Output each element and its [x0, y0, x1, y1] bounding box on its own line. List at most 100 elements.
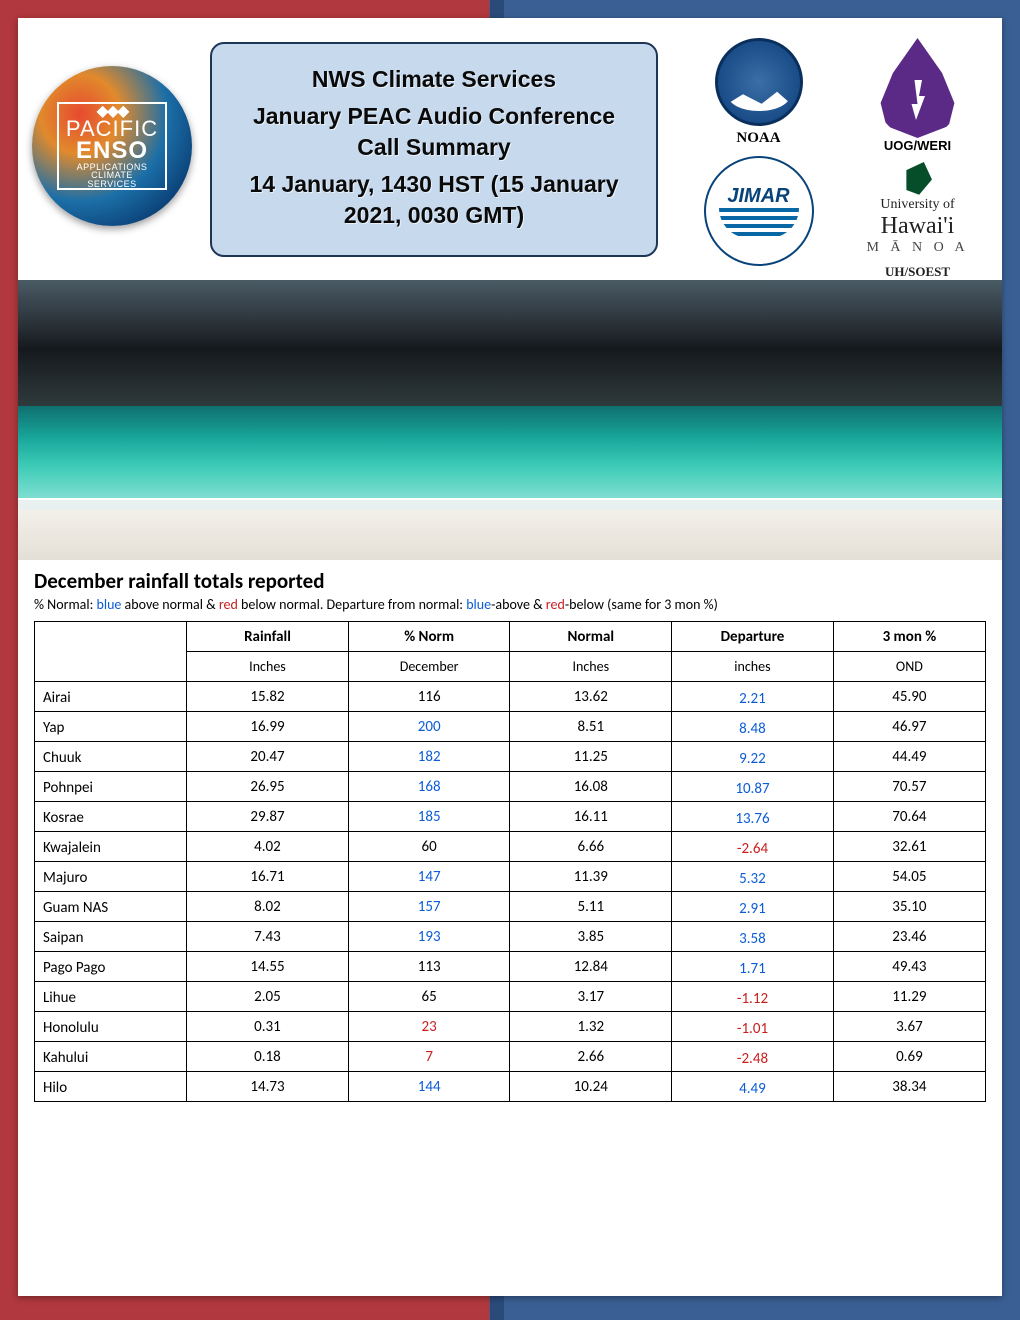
cell-station: Pohnpei	[35, 772, 187, 802]
table-row: Pago Pago14.5511312.841.7149.43	[35, 952, 986, 982]
cell-station: Honolulu	[35, 1012, 187, 1042]
cell-rainfall: 0.18	[187, 1042, 349, 1072]
cell-station: Yap	[35, 712, 187, 742]
cell-pctnorm: 147	[348, 862, 510, 892]
cell-normal: 11.39	[510, 862, 672, 892]
sub-rainfall: Inches	[187, 652, 349, 682]
cell-rainfall: 0.31	[187, 1012, 349, 1042]
uh-manoa: M Ā N O A	[866, 240, 968, 256]
col-normal: Normal	[510, 622, 672, 652]
cell-normal: 6.66	[510, 832, 672, 862]
table-row: Majuro16.7114711.395.3254.05	[35, 862, 986, 892]
uhm-logo: University of Hawai'i M Ā N O A UH/SOEST	[847, 161, 988, 280]
cell-station: Lihue	[35, 982, 187, 1012]
legend: % Normal: blue above normal & red below …	[34, 596, 986, 613]
cell-station: Kosrae	[35, 802, 187, 832]
cell-normal: 10.24	[510, 1072, 672, 1102]
peac-line2: ENSO	[76, 140, 148, 163]
cell-pctnorm: 157	[348, 892, 510, 922]
cell-3mon: 3.67	[833, 1012, 985, 1042]
cell-departure: 10.87	[672, 772, 834, 802]
table-row: Chuuk20.4718211.259.2244.49	[35, 742, 986, 772]
cell-3mon: 46.97	[833, 712, 985, 742]
table-row: Lihue2.05653.17-1.1211.29	[35, 982, 986, 1012]
uh-hawaii: Hawai'i	[881, 213, 955, 240]
cell-pctnorm: 168	[348, 772, 510, 802]
cell-departure: 13.76	[672, 802, 834, 832]
cell-station: Chuuk	[35, 742, 187, 772]
noaa-caption: NOAA	[736, 130, 780, 147]
cell-pctnorm: 185	[348, 802, 510, 832]
cell-normal: 16.11	[510, 802, 672, 832]
cell-rainfall: 14.73	[187, 1072, 349, 1102]
partner-logos: NOAA UOG/WERI JIMAR University of Hawai'…	[688, 38, 988, 280]
cell-departure: 9.22	[672, 742, 834, 772]
cell-normal: 1.32	[510, 1012, 672, 1042]
col-3mon: 3 mon %	[833, 622, 985, 652]
sub-normal: Inches	[510, 652, 672, 682]
peac-logo: ◆◆◆ PACIFIC ENSO APPLICATIONS CLIMATE SE…	[32, 66, 192, 226]
cell-station: Guam NAS	[35, 892, 187, 922]
cell-normal: 3.85	[510, 922, 672, 952]
legend-blue: blue	[466, 596, 491, 613]
title-line-2: January PEAC Audio Conference Call Summa…	[230, 101, 638, 163]
cell-departure: 2.91	[672, 892, 834, 922]
cell-rainfall: 16.99	[187, 712, 349, 742]
legend-red: red	[219, 596, 238, 613]
cell-pctnorm: 23	[348, 1012, 510, 1042]
cell-normal: 16.08	[510, 772, 672, 802]
cell-3mon: 54.05	[833, 862, 985, 892]
cell-normal: 5.11	[510, 892, 672, 922]
cell-station: Airai	[35, 682, 187, 712]
table-row: Yap16.992008.518.4846.97	[35, 712, 986, 742]
cell-departure: 1.71	[672, 952, 834, 982]
cell-3mon: 44.49	[833, 742, 985, 772]
rainfall-section: December rainfall totals reported % Norm…	[18, 560, 1002, 1114]
col-station	[35, 622, 187, 682]
cell-normal: 3.17	[510, 982, 672, 1012]
table-row: Saipan7.431933.853.5823.46	[35, 922, 986, 952]
noaa-logo: NOAA	[688, 38, 829, 153]
table-row: Hilo14.7314410.244.4938.34	[35, 1072, 986, 1102]
sub-departure: inches	[672, 652, 834, 682]
jimar-text: JIMAR	[727, 185, 789, 208]
cell-3mon: 0.69	[833, 1042, 985, 1072]
cell-pctnorm: 193	[348, 922, 510, 952]
legend-blue: blue	[97, 596, 122, 613]
cell-departure: -2.64	[672, 832, 834, 862]
cell-normal: 13.62	[510, 682, 672, 712]
cell-station: Majuro	[35, 862, 187, 892]
cell-rainfall: 4.02	[187, 832, 349, 862]
legend-text: above normal &	[121, 596, 218, 613]
cell-departure: -2.48	[672, 1042, 834, 1072]
cell-rainfall: 16.71	[187, 862, 349, 892]
cell-pctnorm: 60	[348, 832, 510, 862]
rainfall-table: Rainfall % Norm Normal Departure 3 mon %…	[34, 621, 986, 1102]
cell-rainfall: 2.05	[187, 982, 349, 1012]
cell-3mon: 38.34	[833, 1072, 985, 1102]
table-header-row: Rainfall % Norm Normal Departure 3 mon %	[35, 622, 986, 652]
cell-departure: -1.01	[672, 1012, 834, 1042]
header: ◆◆◆ PACIFIC ENSO APPLICATIONS CLIMATE SE…	[18, 18, 1002, 280]
weri-logo: UOG/WERI	[847, 38, 988, 153]
sub-3mon: OND	[833, 652, 985, 682]
cell-normal: 2.66	[510, 1042, 672, 1072]
section-title: December rainfall totals reported	[34, 568, 986, 594]
col-rainfall: Rainfall	[187, 622, 349, 652]
cell-station: Kahului	[35, 1042, 187, 1072]
col-pctnorm: % Norm	[348, 622, 510, 652]
cell-3mon: 70.57	[833, 772, 985, 802]
title-line-3: 14 January, 1430 HST (15 January 2021, 0…	[230, 169, 638, 231]
cell-rainfall: 26.95	[187, 772, 349, 802]
legend-text: % Normal:	[34, 596, 97, 613]
cell-normal: 12.84	[510, 952, 672, 982]
table-row: Honolulu0.31231.32-1.013.67	[35, 1012, 986, 1042]
weri-caption: UOG/WERI	[884, 138, 951, 153]
title-box: NWS Climate Services January PEAC Audio …	[210, 42, 658, 257]
cell-rainfall: 14.55	[187, 952, 349, 982]
uh-univ: University of	[880, 197, 954, 213]
table-row: Guam NAS8.021575.112.9135.10	[35, 892, 986, 922]
sub-pctnorm: December	[348, 652, 510, 682]
cell-rainfall: 7.43	[187, 922, 349, 952]
cell-departure: 2.21	[672, 682, 834, 712]
